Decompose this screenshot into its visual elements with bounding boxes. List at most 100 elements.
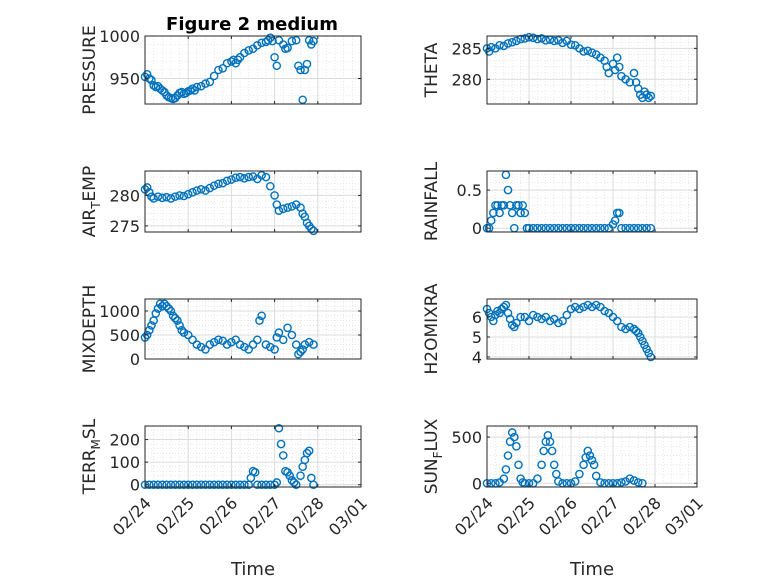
- data-point: [520, 34, 530, 43]
- data-point: [294, 61, 303, 71]
- data-series: [140, 170, 318, 236]
- data-point: [509, 432, 519, 442]
- data-point: [612, 316, 622, 326]
- data-point: [274, 35, 284, 45]
- y-tick-label: 1000: [99, 27, 140, 46]
- plot-area: [487, 36, 697, 104]
- data-point: [291, 35, 301, 45]
- data-point: [554, 36, 563, 45]
- data-point: [524, 32, 534, 42]
- data-point: [205, 77, 215, 87]
- data-point: [222, 58, 232, 68]
- data-point: [528, 310, 538, 320]
- data-point: [257, 311, 266, 321]
- data-point: [162, 91, 171, 100]
- data-point: [209, 181, 219, 190]
- data-point: [612, 53, 622, 62]
- data-point: [274, 328, 284, 337]
- data-point: [278, 451, 288, 460]
- data-point: [505, 437, 515, 447]
- data-point: [558, 316, 567, 326]
- data-point: [179, 328, 189, 337]
- data-point: [285, 471, 295, 481]
- y-axis-label: THETA: [422, 42, 442, 98]
- data-point: [486, 216, 496, 225]
- data-point: [287, 36, 297, 46]
- data-point: [495, 40, 504, 50]
- data-point: [629, 68, 639, 78]
- data-point: [274, 423, 284, 433]
- data-point: [170, 480, 180, 490]
- data-point: [516, 312, 525, 322]
- data-point: [585, 451, 595, 460]
- data-point: [196, 480, 206, 490]
- data-point: [570, 477, 580, 486]
- data-point: [179, 191, 189, 201]
- data-point: [304, 337, 314, 347]
- data-point: [495, 208, 504, 218]
- data-point: [188, 84, 197, 93]
- data-point: [147, 192, 156, 201]
- data-point: [302, 448, 312, 458]
- data-point: [157, 86, 167, 95]
- data-point: [173, 316, 182, 325]
- y-tick-label: 0: [130, 476, 140, 495]
- data-point: [503, 451, 513, 460]
- data-point: [153, 81, 163, 91]
- data-point: [240, 342, 249, 352]
- data-point: [214, 335, 223, 345]
- data-point: [196, 184, 206, 194]
- data-point: [209, 71, 219, 81]
- data-point: [625, 474, 635, 483]
- data-point: [583, 46, 593, 56]
- data-point: [201, 480, 210, 490]
- data-series: [140, 299, 318, 359]
- data-point: [183, 330, 193, 340]
- data-point: [304, 446, 314, 456]
- data-point: [499, 302, 509, 312]
- data-point: [512, 36, 521, 46]
- data-point: [587, 455, 597, 465]
- data-point: [153, 480, 163, 490]
- data-point: [231, 480, 241, 490]
- data-point: [272, 478, 282, 487]
- data-point: [291, 340, 301, 349]
- data-point: [192, 82, 202, 92]
- x-tick-label: 02/26: [535, 493, 581, 539]
- x-tick-label: 02/24: [451, 493, 497, 539]
- data-point: [253, 335, 262, 345]
- x-axis-label: Time: [569, 559, 614, 580]
- data-point: [591, 471, 601, 481]
- data-point: [625, 322, 635, 332]
- x-tick-label: 02/25: [493, 493, 539, 539]
- data-series: [140, 423, 318, 490]
- data-point: [149, 480, 158, 490]
- data-point: [250, 468, 260, 477]
- data-point: [646, 91, 656, 101]
- data-point: [177, 325, 187, 335]
- data-point: [201, 345, 210, 354]
- data-point: [507, 320, 517, 330]
- data-point: [488, 208, 498, 218]
- data-point: [179, 480, 189, 490]
- axes-box: [144, 425, 362, 488]
- data-point: [518, 201, 528, 210]
- axes-box: [144, 35, 362, 105]
- data-point: [307, 224, 316, 234]
- chart-panel-lower-right: 456 H2OMIXRA: [422, 283, 698, 375]
- data-point: [631, 326, 641, 336]
- data-point: [537, 460, 546, 470]
- data-point: [205, 480, 215, 490]
- x-tick-label: 02/25: [152, 493, 198, 539]
- data-point: [545, 437, 555, 447]
- data-point: [166, 306, 176, 316]
- plot-area: [145, 426, 361, 487]
- data-point: [278, 335, 288, 345]
- data-point: [493, 306, 502, 316]
- chart-panel-middle-right: 0 0.5 RAINFALL: [422, 161, 698, 241]
- data-point: [507, 208, 517, 218]
- x-tick-label: 02/28: [282, 493, 328, 539]
- y-tick-label: 275: [109, 217, 140, 236]
- data-point: [520, 208, 530, 218]
- data-point: [181, 88, 191, 98]
